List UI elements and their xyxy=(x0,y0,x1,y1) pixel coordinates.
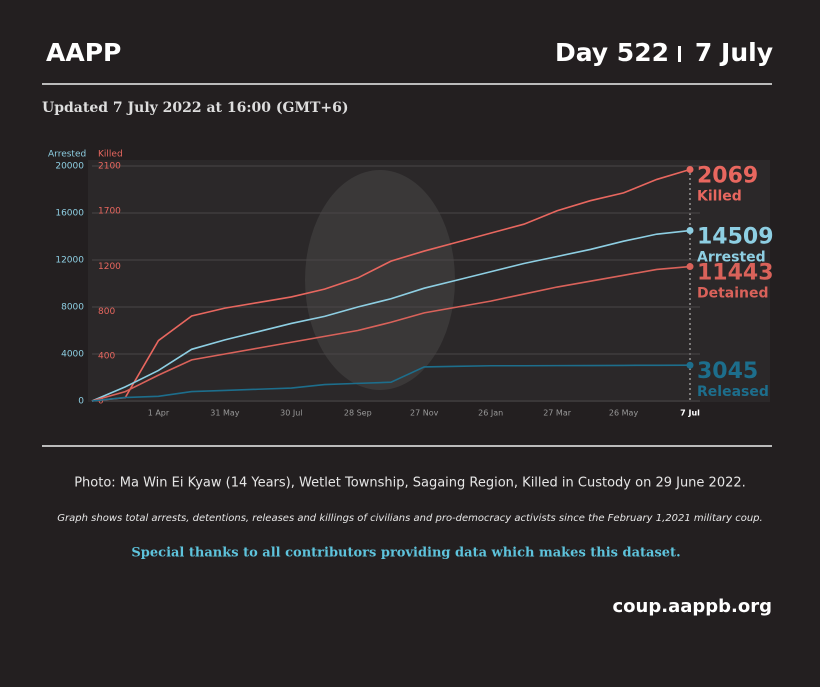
end-name: Released xyxy=(697,384,769,400)
end-name: Arrested xyxy=(697,250,766,266)
thanks: Special thanks to all contributors provi… xyxy=(131,546,680,561)
x-tick-label: 31 May xyxy=(210,409,240,418)
series-line xyxy=(91,168,691,402)
x-tick-label: 26 May xyxy=(609,409,639,418)
y2-tick-label: 0 xyxy=(98,397,104,407)
end-value: 2069 xyxy=(697,163,758,188)
end-value: 14509 xyxy=(697,225,774,250)
caption: Photo: Ma Win Ei Kyaw (14 Years), Wetlet… xyxy=(74,476,746,491)
photo-placeholder xyxy=(305,170,455,390)
x-tick-label: 7 Jul xyxy=(680,409,700,418)
x-tick-label: 27 Nov xyxy=(410,409,439,418)
y2-tick-label: 400 xyxy=(98,352,115,362)
y-tick-label: 20000 xyxy=(55,162,84,172)
x-tick-label: 30 Jul xyxy=(280,409,302,418)
y2-tick-label: 2100 xyxy=(98,162,121,172)
y2-tick-label: 1700 xyxy=(98,206,121,216)
y2-tick-label: 1200 xyxy=(98,262,121,272)
end-dot xyxy=(686,263,694,271)
x-tick-label: 26 Jan xyxy=(478,409,503,418)
updated: Updated 7 July 2022 at 16:00 (GMT+6) xyxy=(42,100,349,116)
url: coup.aappb.org xyxy=(613,596,773,617)
y-tick-label: 0 xyxy=(78,397,84,407)
end-dot xyxy=(686,361,694,369)
end-value: 11443 xyxy=(697,261,774,286)
x-tick-label: 27 Mar xyxy=(543,409,572,418)
y2-tick-label: 800 xyxy=(98,307,115,317)
end-value: 3045 xyxy=(697,359,758,384)
y-tick-label: 16000 xyxy=(55,209,84,219)
y-tick-label: 8000 xyxy=(61,303,84,313)
end-dot xyxy=(686,227,694,235)
y-axis-title: Arrested xyxy=(48,150,86,160)
y-tick-label: 12000 xyxy=(55,256,84,266)
plot-bg xyxy=(88,160,770,402)
separator xyxy=(678,46,681,62)
y-tick-label: 4000 xyxy=(61,350,84,360)
series-line xyxy=(91,364,691,402)
note: Graph shows total arrests, detentions, r… xyxy=(57,513,762,524)
y2-axis-title: Killed xyxy=(98,150,123,160)
series-line xyxy=(91,229,691,402)
series-line xyxy=(91,265,691,402)
brand: AAPP xyxy=(46,38,121,67)
end-name: Killed xyxy=(697,188,742,204)
x-tick-label: 1 Apr xyxy=(148,409,170,418)
x-tick-label: 28 Sep xyxy=(344,409,372,418)
end-dot xyxy=(686,165,694,173)
day: Day 522 xyxy=(555,38,669,67)
end-name: Detained xyxy=(697,286,769,302)
date: 7 July xyxy=(695,38,773,67)
